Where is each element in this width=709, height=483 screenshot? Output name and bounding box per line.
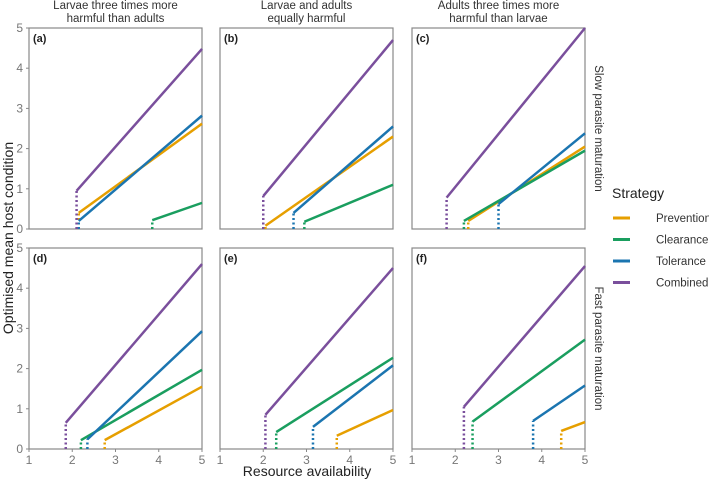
panel-a: (a) 0 1 2 3 4 5 Larvae three times moreharmful …	[16, 0, 203, 236]
y-tick-label: 3	[16, 321, 23, 335]
series-clearance	[80, 368, 203, 442]
series-prevention	[104, 385, 203, 442]
legend-label: Tolerance	[656, 256, 706, 268]
x-tick-label: 5	[390, 453, 397, 467]
y-tick-label: 4	[16, 281, 23, 295]
y-tick-label: 0	[16, 442, 23, 456]
y-axis-label: Optimised mean host condition	[0, 142, 16, 334]
series-combined	[64, 263, 203, 424]
y-tick-label: 1	[16, 402, 23, 416]
series-clearance	[303, 183, 394, 223]
series-clearance	[471, 338, 586, 423]
column-title: harmful than larvae	[449, 13, 547, 25]
series-tolerance	[77, 114, 203, 222]
panel-label: (a)	[33, 33, 47, 45]
row-title: Fast parasite maturation	[592, 286, 604, 410]
panel-label: (c)	[416, 33, 430, 45]
x-tick-label: 3	[112, 453, 119, 467]
series-combined	[462, 265, 586, 408]
x-tick-label: 1	[409, 453, 416, 467]
series-prevention	[560, 420, 586, 433]
y-tick-label: 2	[16, 142, 23, 156]
series-tolerance	[86, 330, 203, 441]
panel-f: (f) 1 2 3 4 5 Fast parasite maturation	[409, 247, 604, 467]
series-clearance	[275, 356, 394, 434]
y-tick-label: 5	[16, 241, 23, 255]
legend-title: Strategy	[612, 185, 664, 201]
series-prevention	[336, 408, 394, 437]
column-title: Larvae three times more	[53, 0, 178, 12]
panel-label: (e)	[224, 253, 238, 265]
series-clearance	[151, 201, 203, 222]
panel-e: (e) 1 2 3 4 5	[217, 247, 397, 467]
column-title: harmful than adults	[67, 13, 165, 25]
series-combined	[75, 48, 203, 192]
series-tolerance	[312, 364, 394, 428]
panel-frame	[219, 247, 394, 450]
legend-label: Clearance	[656, 235, 708, 247]
x-tick-label: 4	[155, 453, 162, 467]
series-combined	[264, 267, 394, 416]
series-tolerance	[497, 132, 586, 206]
column-title: Larvae and adults	[261, 0, 353, 12]
series-combined	[445, 27, 586, 199]
column-title: equally harmful	[268, 13, 346, 25]
y-tick-label: 2	[16, 362, 23, 376]
x-tick-label: 2	[260, 453, 267, 467]
x-tick-label: 3	[495, 453, 502, 467]
legend-label: Prevention	[656, 213, 709, 225]
x-tick-label: 2	[452, 453, 459, 467]
x-tick-label: 1	[217, 453, 224, 467]
panel-frame	[28, 247, 203, 450]
x-axis-label: Resource availability	[243, 463, 371, 479]
series-tolerance	[532, 384, 586, 422]
x-tick-label: 2	[69, 453, 76, 467]
legend: Strategy Prevention Clearance Tolerance Com…	[612, 185, 709, 290]
row-title: Slow parasite maturation	[592, 65, 604, 192]
series-combined	[262, 39, 394, 197]
y-tick-label: 1	[16, 182, 23, 196]
y-tick-label: 0	[16, 222, 23, 236]
x-tick-label: 5	[582, 453, 589, 467]
x-tick-label: 4	[538, 453, 545, 467]
x-tick-label: 1	[26, 453, 33, 467]
x-tick-label: 5	[199, 453, 206, 467]
series-clearance	[463, 149, 586, 223]
panel-label: (f)	[416, 253, 427, 265]
series-tolerance	[292, 125, 394, 214]
panel-frame	[28, 27, 203, 230]
panel-frame	[219, 27, 394, 230]
y-tick-label: 5	[16, 21, 23, 35]
panel-frame	[411, 247, 586, 450]
x-tick-label: 3	[303, 453, 310, 467]
panel-label: (d)	[33, 253, 47, 265]
x-tick-label: 4	[346, 453, 353, 467]
y-tick-label: 3	[16, 101, 23, 115]
column-title: Adults three times more	[438, 0, 559, 12]
y-tick-label: 4	[16, 61, 23, 75]
legend-label: Combined	[656, 278, 708, 290]
panel-label: (b)	[224, 33, 238, 45]
